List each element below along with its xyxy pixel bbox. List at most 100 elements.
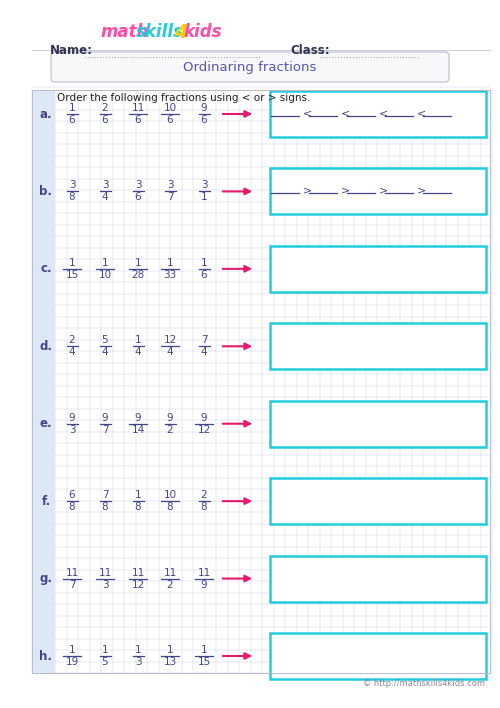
Text: <: < [380,108,388,118]
Text: 6: 6 [68,115,75,125]
Bar [270,478,486,524]
Text: 7: 7 [102,490,108,500]
Text: 8: 8 [200,502,207,512]
Text: 15: 15 [66,270,78,280]
Text: 7: 7 [68,580,75,590]
Text: 6: 6 [134,115,141,125]
Text: Ordinaring fractions: Ordinaring fractions [184,60,316,74]
Text: 3: 3 [68,181,75,190]
Text: g.: g. [40,572,52,585]
Text: 3: 3 [102,580,108,590]
Text: 6: 6 [166,115,173,125]
Bar [32,90,55,673]
Text: 9: 9 [200,413,207,423]
Text: 9: 9 [200,580,207,590]
Text: Name:: Name: [50,44,93,57]
Text: 11: 11 [132,103,144,113]
Bar [270,324,486,370]
Text: f.: f. [42,495,50,508]
Text: h.: h. [40,649,52,663]
Bar [32,90,490,673]
Text: 1: 1 [102,645,108,655]
Text: <: < [418,108,426,118]
Text: Class:: Class: [290,44,330,57]
Text: 7: 7 [200,336,207,346]
Text: 11: 11 [98,568,112,578]
Text: 4: 4 [102,348,108,358]
Bar [270,91,486,137]
Text: >: > [418,185,426,195]
Text: 15: 15 [198,657,210,667]
Text: 8: 8 [68,502,75,512]
Text: 2: 2 [68,336,75,346]
Text: 2: 2 [200,490,207,500]
Text: 33: 33 [164,270,176,280]
Text: 10: 10 [164,490,176,500]
Text: © http://mathskills4kids.com: © http://mathskills4kids.com [363,680,485,688]
Text: 10: 10 [98,270,112,280]
Text: 1: 1 [68,645,75,655]
Text: 11: 11 [132,568,144,578]
Text: 13: 13 [164,657,176,667]
Text: 8: 8 [134,502,141,512]
Text: 10: 10 [164,103,176,113]
Bar [270,556,486,602]
Text: 3: 3 [134,657,141,667]
Text: 28: 28 [132,270,144,280]
Text: 5: 5 [102,657,108,667]
Text: 3: 3 [102,181,108,190]
Text: 3: 3 [68,425,75,435]
Text: 1: 1 [134,258,141,268]
Text: Order the following fractions using < or > signs.: Order the following fractions using < or… [57,93,310,103]
Text: <: < [342,108,350,118]
Text: d.: d. [40,340,52,353]
Text: 6: 6 [68,490,75,500]
Text: 9: 9 [134,413,141,423]
Bar [270,401,486,447]
Text: 8: 8 [166,502,173,512]
Bar [270,246,486,292]
Text: 7: 7 [166,193,173,202]
Text: 4: 4 [134,348,141,358]
Text: 12: 12 [132,580,144,590]
Text: 4: 4 [174,23,188,42]
Text: math: math [100,23,148,41]
Text: 11: 11 [66,568,78,578]
Text: 6: 6 [200,270,207,280]
Text: 8: 8 [102,502,108,512]
Bar [270,169,486,215]
Text: 1: 1 [200,645,207,655]
Text: 1: 1 [166,258,173,268]
Text: 2: 2 [166,580,173,590]
Text: 12: 12 [198,425,210,435]
Text: <: < [304,108,312,118]
Text: 6: 6 [200,115,207,125]
Text: 3: 3 [134,181,141,190]
Text: >: > [342,185,350,195]
Text: 1: 1 [200,193,207,202]
FancyBboxPatch shape [51,52,449,82]
Text: 1: 1 [166,645,173,655]
Text: 2: 2 [102,103,108,113]
Text: 4: 4 [166,348,173,358]
Text: >: > [304,185,312,195]
Text: 9: 9 [166,413,173,423]
Text: 4: 4 [68,348,75,358]
Text: 1: 1 [102,258,108,268]
Text: 9: 9 [102,413,108,423]
Text: 7: 7 [102,425,108,435]
Text: e.: e. [40,417,52,430]
Text: 6: 6 [102,115,108,125]
Text: 14: 14 [132,425,144,435]
Text: >: > [380,185,388,195]
Bar [270,633,486,679]
Text: 4: 4 [200,348,207,358]
Text: skills: skills [136,23,184,41]
Text: 1: 1 [134,645,141,655]
Text: kids: kids [183,23,222,41]
Text: 3: 3 [166,181,173,190]
Text: b.: b. [40,185,52,198]
Text: 19: 19 [66,657,78,667]
Text: 2: 2 [166,425,173,435]
Text: 6: 6 [134,193,141,202]
